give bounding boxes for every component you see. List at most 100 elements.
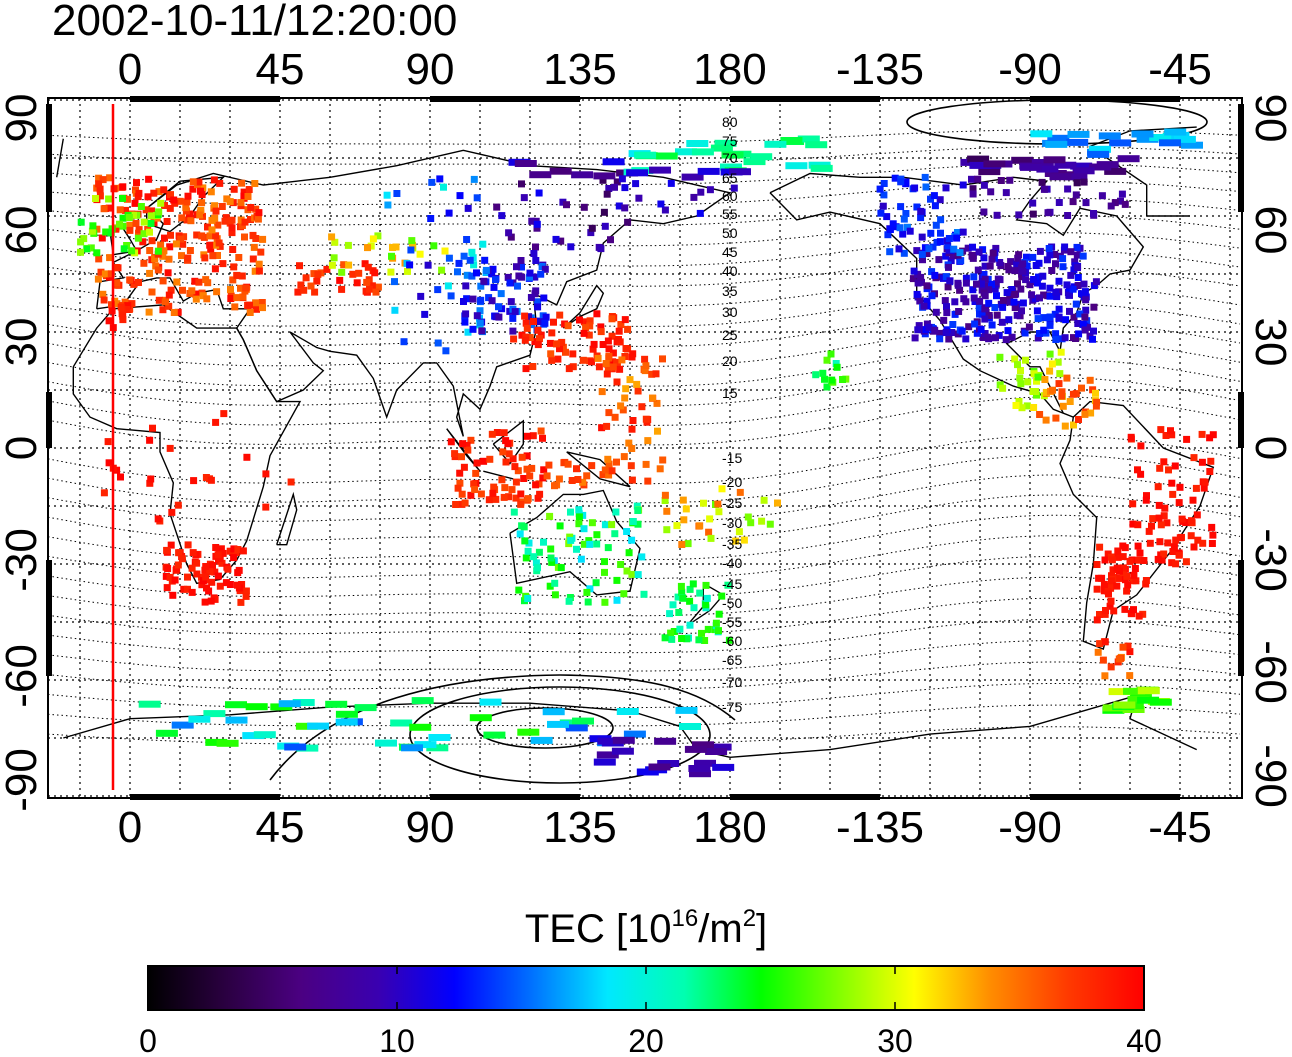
tec-point <box>686 585 694 593</box>
tec-point <box>683 635 691 643</box>
tec-point <box>1074 320 1082 327</box>
tec-point <box>1143 492 1150 500</box>
tec-point <box>1011 156 1034 164</box>
tec-point <box>537 270 545 278</box>
tec-point <box>178 555 186 563</box>
contour-label: -55 <box>722 614 742 630</box>
tec-point <box>732 537 740 545</box>
tec-point <box>467 436 475 444</box>
tec-point <box>819 369 827 377</box>
tec-point <box>159 252 167 260</box>
tec-point <box>1010 298 1018 306</box>
tec-point <box>530 736 553 744</box>
tec-data-points <box>77 128 1217 778</box>
right-lat-label-30: 30 <box>1246 318 1292 367</box>
tec-point <box>170 196 178 204</box>
tec-point <box>502 458 510 466</box>
tec-point <box>1005 316 1013 324</box>
tec-point <box>569 363 577 371</box>
tec-point <box>1132 577 1140 585</box>
tec-point <box>702 601 710 609</box>
tec-point <box>1156 464 1164 472</box>
tec-point <box>706 186 714 194</box>
tec-point <box>1169 490 1177 498</box>
tec-point <box>328 261 336 269</box>
tec-point <box>251 267 259 275</box>
tec-point <box>509 314 517 322</box>
tec-point <box>911 334 919 342</box>
tec-point <box>1106 602 1114 610</box>
tec-point <box>1187 532 1195 540</box>
tec-point <box>903 223 911 231</box>
tec-point <box>1066 307 1073 315</box>
tec-point <box>649 166 671 174</box>
tec-point <box>464 328 472 336</box>
tec-point <box>336 276 344 284</box>
tec-point <box>1078 290 1085 298</box>
tec-point <box>1113 582 1121 590</box>
tec-point <box>203 584 210 592</box>
tec-point <box>1006 298 1014 306</box>
tec-point <box>1008 286 1016 293</box>
tec-point <box>184 254 192 262</box>
tec-point <box>692 741 714 749</box>
tec-point <box>828 376 836 384</box>
tec-point <box>507 298 515 306</box>
tec-point <box>486 455 494 463</box>
tec-point <box>1190 543 1198 551</box>
tec-point <box>962 335 970 343</box>
tec-point <box>1093 398 1101 406</box>
tec-point <box>613 596 621 604</box>
tec-point <box>1072 167 1095 175</box>
tec-point <box>548 329 556 337</box>
tec-point <box>218 203 226 210</box>
tec-point <box>1194 536 1202 544</box>
tec-point <box>196 211 204 219</box>
tec-point <box>214 221 222 229</box>
tec-point <box>244 193 252 200</box>
tec-point <box>517 500 525 508</box>
tec-point <box>489 489 497 497</box>
tec-point <box>202 474 210 481</box>
tec-point <box>603 422 611 430</box>
tec-point <box>241 233 248 241</box>
tec-point <box>1096 543 1104 551</box>
tec-point <box>634 151 657 159</box>
tec-point <box>611 530 619 538</box>
tec-point <box>1036 330 1043 337</box>
tec-point <box>1049 386 1056 394</box>
tec-point <box>1023 262 1031 270</box>
tec-point <box>469 714 492 722</box>
tec-point <box>366 285 373 293</box>
tec-point <box>982 304 990 312</box>
tec-point <box>613 458 620 466</box>
tec-point <box>608 521 616 529</box>
tec-point <box>621 316 629 324</box>
tec-point <box>513 263 520 271</box>
tec-point <box>988 281 995 288</box>
tec-point <box>1018 307 1025 315</box>
tec-point <box>642 460 650 468</box>
tec-point <box>307 282 315 290</box>
tec-point <box>514 160 537 167</box>
tec-point <box>100 296 108 304</box>
tec-point <box>900 215 908 223</box>
tec-point <box>401 744 423 752</box>
tec-point <box>147 220 155 227</box>
tec-point <box>1042 388 1050 396</box>
tec-point <box>237 199 245 207</box>
tec-point <box>551 482 558 490</box>
tec-point <box>87 244 95 252</box>
tec-point <box>235 566 243 574</box>
tec-point <box>715 610 723 618</box>
tec-point <box>307 722 330 730</box>
tec-point <box>592 579 600 587</box>
tec-point <box>112 264 120 271</box>
tec-point <box>1063 281 1071 289</box>
tec-point <box>467 491 475 499</box>
tec-point <box>447 292 455 300</box>
tec-point <box>197 187 204 195</box>
tec-point <box>219 260 227 268</box>
tec-point <box>697 167 720 175</box>
